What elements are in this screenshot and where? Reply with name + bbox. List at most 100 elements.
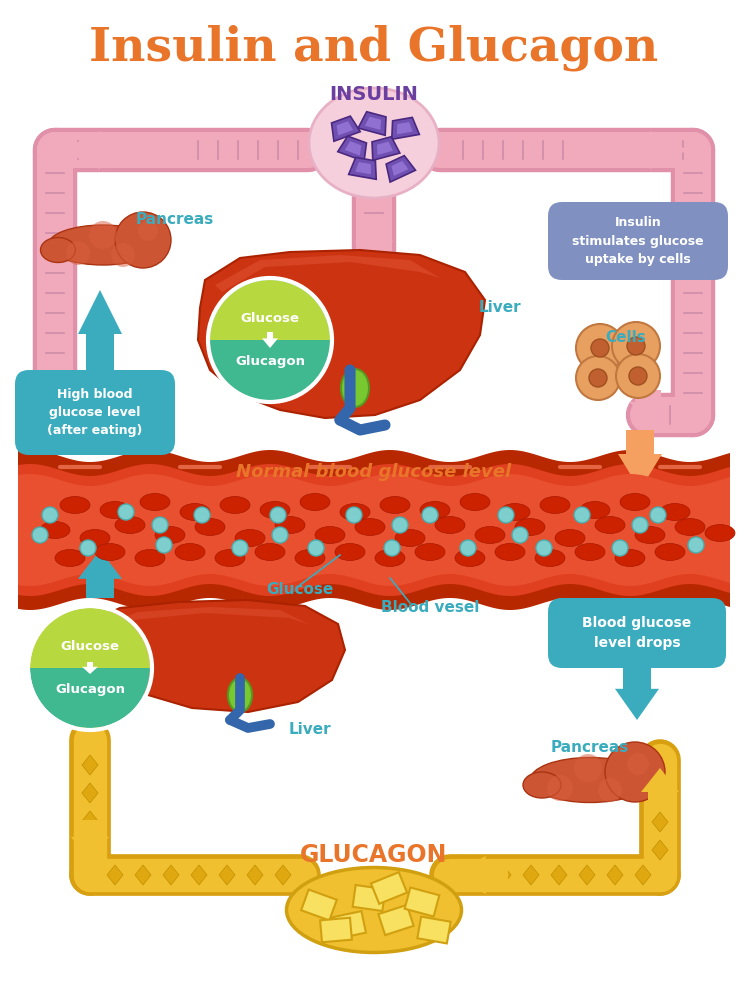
Ellipse shape [255, 544, 285, 560]
Ellipse shape [100, 502, 130, 518]
Ellipse shape [48, 225, 158, 265]
Polygon shape [18, 464, 730, 596]
Circle shape [576, 324, 624, 372]
Polygon shape [352, 885, 385, 911]
Ellipse shape [80, 530, 110, 546]
Circle shape [547, 775, 573, 801]
Polygon shape [629, 390, 667, 420]
Ellipse shape [275, 516, 305, 534]
Polygon shape [337, 121, 353, 135]
Polygon shape [82, 839, 98, 859]
Polygon shape [262, 332, 278, 348]
Circle shape [576, 356, 620, 400]
Circle shape [346, 507, 362, 523]
Circle shape [118, 504, 134, 520]
Circle shape [392, 517, 408, 533]
Polygon shape [78, 290, 122, 450]
Polygon shape [71, 820, 109, 862]
Circle shape [212, 282, 328, 398]
Circle shape [66, 241, 90, 265]
Ellipse shape [575, 544, 605, 560]
Ellipse shape [260, 502, 290, 518]
Polygon shape [523, 865, 539, 885]
Ellipse shape [595, 516, 625, 534]
Circle shape [115, 212, 171, 268]
Polygon shape [219, 865, 235, 885]
Polygon shape [365, 117, 381, 130]
Ellipse shape [655, 544, 685, 560]
Polygon shape [386, 156, 415, 182]
Circle shape [574, 754, 602, 782]
Polygon shape [397, 122, 413, 134]
Ellipse shape [55, 550, 85, 566]
Ellipse shape [615, 550, 645, 566]
Text: GLUCAGON: GLUCAGON [300, 843, 448, 867]
Polygon shape [107, 865, 123, 885]
Ellipse shape [420, 502, 450, 518]
Ellipse shape [535, 550, 565, 566]
Ellipse shape [40, 522, 70, 538]
Ellipse shape [675, 518, 705, 536]
Circle shape [688, 537, 704, 553]
Polygon shape [275, 865, 291, 885]
Polygon shape [495, 865, 511, 885]
Ellipse shape [228, 678, 252, 712]
Circle shape [232, 540, 248, 556]
Circle shape [589, 369, 607, 387]
Circle shape [272, 527, 288, 543]
Ellipse shape [309, 88, 439, 198]
Ellipse shape [455, 550, 485, 566]
Circle shape [598, 778, 622, 802]
Circle shape [156, 537, 172, 553]
Polygon shape [36, 390, 74, 420]
Polygon shape [467, 865, 483, 885]
Ellipse shape [195, 518, 225, 536]
Text: Glucose: Glucose [266, 582, 334, 597]
Circle shape [42, 507, 58, 523]
Ellipse shape [620, 493, 650, 510]
Polygon shape [78, 550, 122, 598]
Polygon shape [635, 865, 651, 885]
Polygon shape [417, 917, 451, 943]
Circle shape [616, 354, 660, 398]
Circle shape [627, 753, 649, 775]
Ellipse shape [460, 493, 490, 510]
Circle shape [89, 221, 117, 249]
Circle shape [650, 507, 666, 523]
Text: Blood glucose
level drops: Blood glucose level drops [583, 616, 692, 650]
Ellipse shape [530, 758, 650, 802]
Circle shape [111, 243, 135, 267]
Polygon shape [198, 250, 485, 418]
Polygon shape [641, 768, 679, 808]
Ellipse shape [315, 526, 345, 544]
Polygon shape [378, 905, 414, 935]
Text: Pancreas: Pancreas [136, 213, 214, 228]
Ellipse shape [523, 772, 561, 798]
Ellipse shape [115, 516, 145, 534]
Circle shape [627, 337, 645, 355]
Polygon shape [452, 856, 508, 894]
Wedge shape [30, 668, 150, 728]
Polygon shape [82, 755, 98, 775]
Polygon shape [62, 131, 180, 169]
Circle shape [152, 517, 168, 533]
Text: Normal blood glucose level: Normal blood glucose level [236, 463, 512, 481]
Polygon shape [372, 137, 400, 160]
Ellipse shape [495, 544, 525, 560]
Polygon shape [615, 668, 659, 720]
Ellipse shape [235, 530, 265, 546]
Ellipse shape [295, 550, 325, 566]
Ellipse shape [335, 544, 365, 560]
FancyBboxPatch shape [548, 598, 726, 668]
Polygon shape [215, 255, 440, 292]
Text: Liver: Liver [289, 722, 331, 738]
Polygon shape [355, 162, 371, 174]
Ellipse shape [40, 237, 76, 262]
Ellipse shape [375, 550, 405, 566]
Ellipse shape [300, 493, 330, 510]
Ellipse shape [286, 867, 462, 952]
Circle shape [574, 507, 590, 523]
Polygon shape [358, 112, 386, 135]
Ellipse shape [340, 504, 370, 520]
Ellipse shape [515, 518, 545, 536]
